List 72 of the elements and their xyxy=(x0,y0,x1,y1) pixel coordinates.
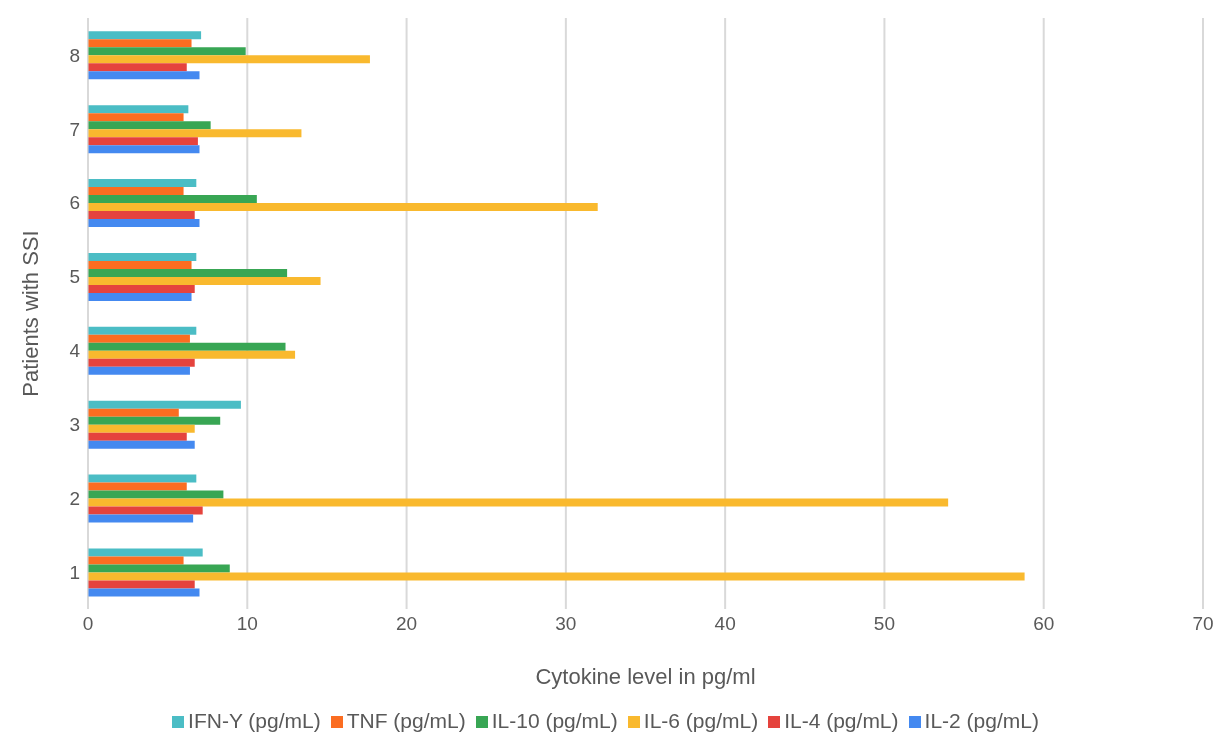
bar xyxy=(88,47,246,56)
bar xyxy=(88,63,187,72)
x-tick-label: 70 xyxy=(1192,613,1214,635)
bar xyxy=(88,129,302,138)
legend-label: IL-6 (pg/mL) xyxy=(643,709,759,732)
x-tick-label: 0 xyxy=(82,613,94,635)
y-axis-title: Patients with SSI xyxy=(17,230,43,397)
bar xyxy=(88,334,190,343)
bar xyxy=(88,506,203,515)
bar xyxy=(88,71,200,80)
legend-label: IFN-Y (pg/mL) xyxy=(188,709,321,732)
bar xyxy=(88,498,949,507)
bar xyxy=(88,326,197,335)
bar xyxy=(88,260,192,269)
bar xyxy=(88,400,241,409)
x-axis-title: Cytokine level in pg/ml xyxy=(535,664,756,689)
legend-label: IL-10 (pg/mL) xyxy=(491,709,618,732)
bar xyxy=(88,440,195,449)
bar xyxy=(88,514,194,523)
y-tick-label: 3 xyxy=(69,414,80,436)
bar xyxy=(88,292,192,301)
bar xyxy=(88,556,184,565)
bar xyxy=(88,195,257,204)
y-tick-label: 7 xyxy=(69,118,80,140)
y-tick-label: 6 xyxy=(69,192,80,214)
bar xyxy=(88,548,203,557)
x-tick-label: 20 xyxy=(396,613,418,635)
bar xyxy=(88,424,195,433)
y-tick-label: 4 xyxy=(69,340,81,362)
bar xyxy=(88,482,187,491)
bar xyxy=(88,276,321,285)
bar xyxy=(88,490,224,499)
y-tick-label: 2 xyxy=(69,487,80,509)
bar xyxy=(88,358,195,367)
y-tick-label: 8 xyxy=(69,44,80,66)
y-tick-label: 1 xyxy=(69,561,80,583)
x-tick-label: 30 xyxy=(555,613,577,635)
bar xyxy=(88,284,195,293)
bar xyxy=(88,432,187,441)
y-tick-label: 5 xyxy=(69,266,80,288)
bar xyxy=(88,572,1025,581)
bar xyxy=(88,580,195,589)
bar xyxy=(88,55,370,64)
x-tick-label: 40 xyxy=(714,613,736,635)
bar xyxy=(88,203,598,212)
bar xyxy=(88,366,190,375)
bar xyxy=(88,121,211,130)
bar xyxy=(88,268,288,277)
x-tick-label: 50 xyxy=(873,613,895,635)
bar xyxy=(88,350,296,359)
bar xyxy=(88,474,197,483)
bar xyxy=(88,187,184,196)
x-tick-label: 10 xyxy=(236,613,258,635)
bar xyxy=(88,105,189,114)
bar xyxy=(88,408,179,417)
bar xyxy=(88,39,192,48)
legend-label: TNF (pg/mL) xyxy=(346,709,466,732)
legend-label: IL-2 (pg/mL) xyxy=(924,709,1039,732)
bar xyxy=(88,342,286,351)
bar xyxy=(88,145,200,154)
bar xyxy=(88,31,202,40)
bar xyxy=(88,137,198,146)
bar xyxy=(88,219,200,228)
bar xyxy=(88,416,221,425)
bar xyxy=(88,588,200,597)
bar xyxy=(88,252,197,261)
bar xyxy=(88,564,230,573)
legend-label: IL-4 (pg/mL) xyxy=(784,709,899,732)
bar xyxy=(88,113,184,122)
x-tick-label: 60 xyxy=(1033,613,1055,635)
bar xyxy=(88,179,197,188)
bar xyxy=(88,211,195,220)
